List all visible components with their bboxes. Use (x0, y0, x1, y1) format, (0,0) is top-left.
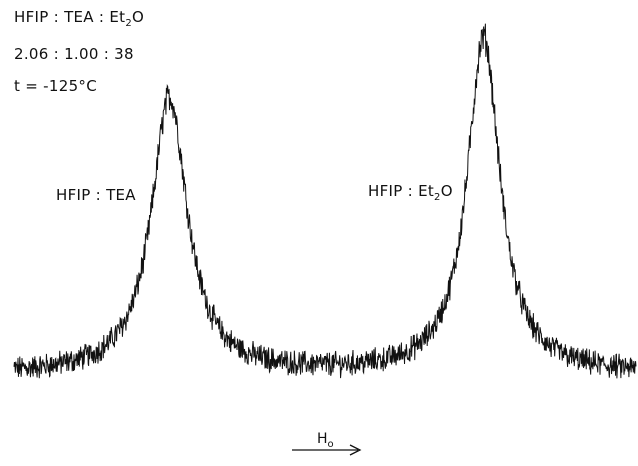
spectrum-trace (13, 23, 637, 379)
field-label: Ho (317, 431, 334, 450)
header-line-3: t = -125°C (14, 77, 97, 95)
peak-label-tea: HFIP : TEA (56, 186, 136, 204)
header-line-1: HFIP : TEA : Et2O (14, 8, 144, 29)
header-line-2: 2.06 : 1.00 : 38 (14, 45, 134, 63)
peak-label-et2o: HFIP : Et2O (368, 182, 453, 203)
field-arrow (292, 444, 362, 456)
